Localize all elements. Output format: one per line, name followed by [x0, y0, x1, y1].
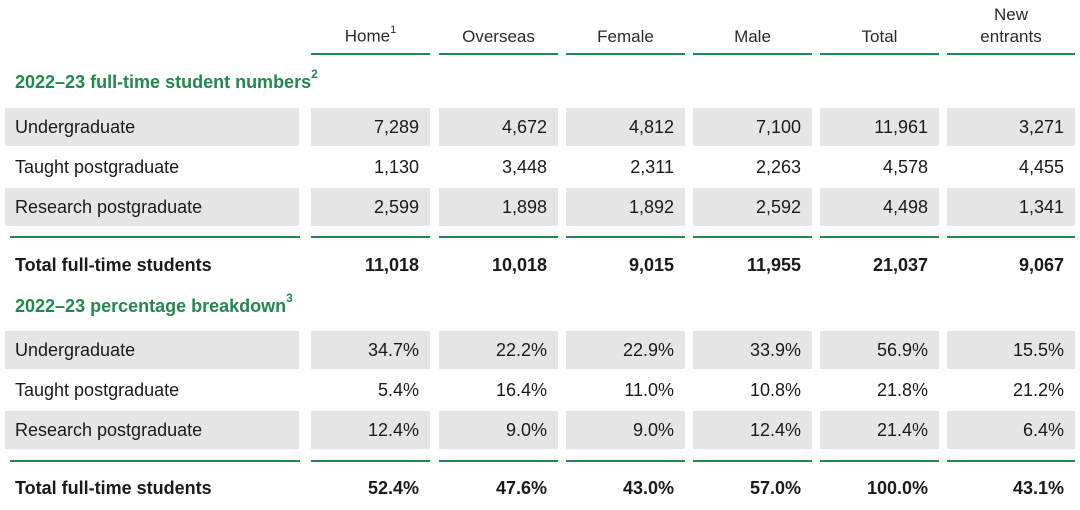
column-header-home: Home1	[311, 0, 430, 55]
cell-total: 21.4%	[820, 411, 939, 449]
percentages-row-taught-postgraduate: Taught postgraduate 5.4% 16.4% 11.0% 10.8% 21…	[0, 371, 1080, 409]
cell-female: 11.0%	[624, 380, 674, 400]
total-divider	[947, 460, 1075, 462]
cell-male: 57.0%	[749, 478, 801, 498]
cell-overseas: 10,018	[491, 255, 547, 275]
cell-male: 11,955	[746, 255, 801, 275]
row-label: Research postgraduate	[5, 188, 299, 226]
cell-total: 56.9%	[820, 331, 939, 369]
cell-female: 4,812	[566, 108, 685, 146]
percentages-section-title: 2022–23 percentage breakdown3	[15, 291, 293, 316]
row-label: Total full-time students	[15, 478, 212, 498]
cell-home: 12.4%	[311, 411, 430, 449]
column-header-label: Home1	[344, 24, 397, 46]
numbers-row-undergraduate: Undergraduate 7,289 4,672 4,812 7,100 11,961 3…	[0, 108, 1080, 146]
column-header-new-entrants: New entrants	[947, 0, 1075, 55]
cell-female: 43.0%	[622, 478, 674, 498]
cell-female: 1,892	[566, 188, 685, 226]
cell-new-entrants: 9,067	[1018, 255, 1064, 275]
total-divider	[566, 236, 685, 238]
cell-home: 7,289	[311, 108, 430, 146]
cell-overseas: 22.2%	[439, 331, 558, 369]
cell-female: 9.0%	[566, 411, 685, 449]
column-header-female: Female	[566, 0, 685, 55]
cell-new-entrants: 4,455	[1018, 157, 1064, 177]
percentages-row-undergraduate: Undergraduate 34.7% 22.2% 22.9% 33.9% 56.9% 15…	[0, 331, 1080, 369]
numbers-row-taught-postgraduate: Taught postgraduate 1,130 3,448 2,311 2,263 4…	[0, 148, 1080, 186]
column-header-male: Male	[693, 0, 812, 55]
total-divider	[439, 460, 558, 462]
column-header-label: New entrants	[980, 5, 1042, 46]
cell-total: 4,498	[820, 188, 939, 226]
percentages-total-row: Total full-time students 52.4% 47.6% 43.0% 5…	[0, 469, 1080, 507]
footnote-marker: 1	[390, 24, 397, 37]
row-label: Taught postgraduate	[15, 157, 180, 177]
column-header-total: Total	[820, 0, 939, 55]
numbers-section-title: 2022–23 full-time student numbers2	[15, 67, 318, 92]
column-header-label: Total	[861, 27, 898, 46]
total-divider	[10, 460, 300, 462]
cell-overseas: 16.4%	[495, 380, 547, 400]
cell-male: 2,263	[755, 157, 801, 177]
cell-home: 52.4%	[367, 478, 419, 498]
cell-total: 100.0%	[866, 478, 928, 498]
total-divider	[693, 460, 812, 462]
column-header-label: Overseas	[462, 27, 535, 46]
cell-overseas: 9.0%	[439, 411, 558, 449]
row-label: Taught postgraduate	[15, 380, 180, 400]
cell-male: 2,592	[693, 188, 812, 226]
total-divider	[311, 460, 430, 462]
cell-overseas: 3,448	[501, 157, 547, 177]
total-divider	[947, 236, 1075, 238]
row-label: Undergraduate	[5, 331, 299, 369]
cell-home: 2,599	[311, 188, 430, 226]
cell-total: 4,578	[882, 157, 928, 177]
cell-home: 5.4%	[377, 380, 419, 400]
row-label: Total full-time students	[15, 255, 212, 275]
percentages-row-research-postgraduate: Research postgraduate 12.4% 9.0% 9.0% 12.4% 2…	[0, 411, 1080, 449]
cell-overseas: 4,672	[439, 108, 558, 146]
numbers-total-row: Total full-time students 11,018 10,018 9,01…	[0, 246, 1080, 284]
cell-male: 12.4%	[693, 411, 812, 449]
column-header-label: Female	[597, 27, 654, 46]
cell-new-entrants: 21.2%	[1012, 380, 1064, 400]
cell-female: 2,311	[630, 157, 674, 177]
cell-new-entrants: 1,341	[947, 188, 1075, 226]
cell-male: 10.8%	[749, 380, 801, 400]
cell-total: 11,961	[820, 108, 939, 146]
total-divider	[693, 236, 812, 238]
footnote-marker: 3	[286, 291, 293, 305]
footnote-marker: 2	[311, 67, 318, 81]
cell-new-entrants: 6.4%	[947, 411, 1075, 449]
cell-total: 21,037	[872, 255, 928, 275]
cell-male: 33.9%	[693, 331, 812, 369]
total-divider	[439, 236, 558, 238]
total-divider	[566, 460, 685, 462]
row-label: Undergraduate	[5, 108, 299, 146]
cell-home: 34.7%	[311, 331, 430, 369]
total-divider	[820, 236, 939, 238]
cell-male: 7,100	[693, 108, 812, 146]
cell-overseas: 47.6%	[495, 478, 547, 498]
cell-new-entrants: 43.1%	[1012, 478, 1064, 498]
cell-home: 1,130	[373, 157, 419, 177]
cell-female: 9,015	[628, 255, 674, 275]
row-label: Research postgraduate	[5, 411, 299, 449]
cell-home: 11,018	[364, 255, 419, 275]
cell-overseas: 1,898	[439, 188, 558, 226]
cell-new-entrants: 15.5%	[947, 331, 1075, 369]
cell-total: 21.8%	[876, 380, 928, 400]
column-header-overseas: Overseas	[439, 0, 558, 55]
total-divider	[820, 460, 939, 462]
cell-female: 22.9%	[566, 331, 685, 369]
total-divider	[311, 236, 430, 238]
total-divider	[10, 236, 300, 238]
cell-new-entrants: 3,271	[947, 108, 1075, 146]
column-header-label: Male	[734, 27, 771, 46]
numbers-row-research-postgraduate: Research postgraduate 2,599 1,898 1,892 2,59…	[0, 188, 1080, 226]
